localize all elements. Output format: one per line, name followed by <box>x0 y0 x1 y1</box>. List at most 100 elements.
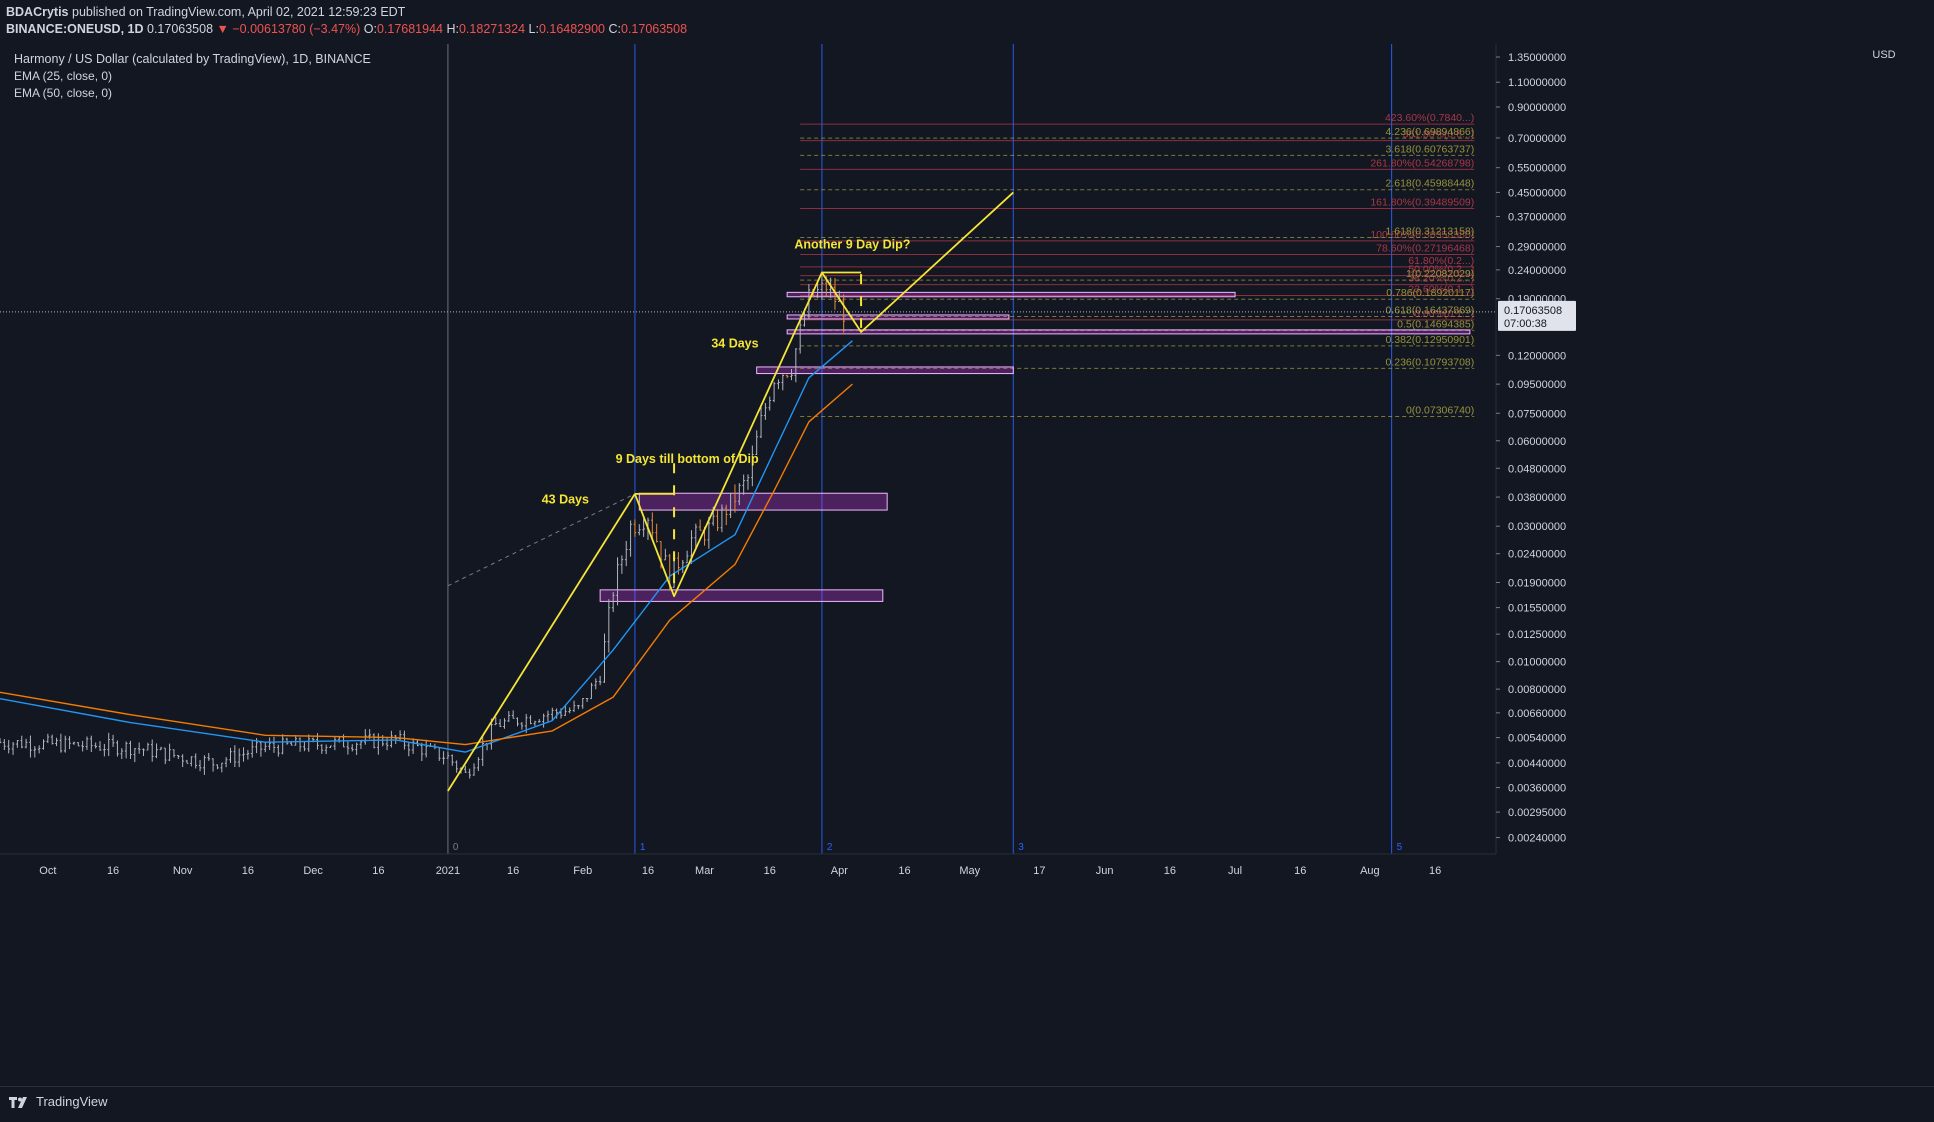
cycle-line-label: 1 <box>640 842 646 853</box>
fib-retracement-label: 0.5(0.14694385) <box>1397 318 1474 330</box>
time-tick-label: 16 <box>642 865 654 877</box>
pattern-line[interactable] <box>447 493 636 792</box>
ema25-line[interactable] <box>0 340 853 753</box>
price-zone[interactable] <box>786 314 1010 320</box>
price-change: ▼ −0.00613780 (−3.47%) <box>216 22 361 36</box>
footer-bar: TradingView <box>0 1086 1934 1122</box>
fib-extension-label: 423.60%(0.7840...) <box>1385 112 1474 124</box>
time-tick-label: 16 <box>1429 865 1441 877</box>
fib-extension-label: 361.80%(0.6...) <box>1402 129 1474 141</box>
cycle-line-label: 0 <box>453 842 459 853</box>
low-value: 0.16482900 <box>538 22 605 36</box>
fib-retracement-label: 0.236(0.10793708) <box>1386 356 1475 368</box>
brand-label: TradingView <box>36 1094 108 1109</box>
time-tick-label: 16 <box>1294 865 1306 877</box>
price-tick-label: 0.29000000 <box>1508 242 1566 254</box>
publisher-name[interactable]: BDACrytis <box>6 5 69 19</box>
price-tick-label: 1.10000000 <box>1508 77 1566 89</box>
price-tick-label: 0.24000000 <box>1508 265 1566 277</box>
fib-retracement-label: 4.236(0.69894866) <box>1386 126 1475 138</box>
time-tick-label: 16 <box>764 865 776 877</box>
price-zone[interactable] <box>599 589 884 602</box>
time-tick-label: 16 <box>1164 865 1176 877</box>
price-tick-label: 0.12000000 <box>1508 350 1566 362</box>
high-label: H: <box>446 22 459 36</box>
tradingview-logo-icon <box>9 1096 27 1108</box>
price-tick-label: 0.00660000 <box>1508 708 1566 720</box>
chart-annotation[interactable]: 34 Days <box>711 336 758 350</box>
fib-retracement-label: 1.618(0.31213158) <box>1386 225 1475 237</box>
open-value: 0.17681944 <box>376 22 443 36</box>
price-tick-label: 0.90000000 <box>1508 102 1566 114</box>
price-tick-label: 0.00295000 <box>1508 807 1566 819</box>
symbol-label[interactable]: BINANCE:ONEUSD, 1D <box>6 22 144 36</box>
time-tick-label: 16 <box>372 865 384 877</box>
price-tick-label: 0.01000000 <box>1508 657 1566 669</box>
fib-extension-label: 78.60%(0.27196468) <box>1376 242 1474 254</box>
fib-retracement-label: 1(0.22082029) <box>1406 268 1474 280</box>
price-tick-label: 0.09500000 <box>1508 379 1566 391</box>
fib-retracement-label: 3.618(0.60763737) <box>1386 143 1475 155</box>
legend-ema50[interactable]: EMA (50, close, 0) <box>14 86 112 100</box>
price-zone[interactable] <box>638 492 888 511</box>
price-zones <box>599 291 1471 602</box>
time-tick-label: Aug <box>1360 865 1380 877</box>
price-tick-label: 0.37000000 <box>1508 212 1566 224</box>
cycle-line-label: 2 <box>827 842 833 853</box>
countdown-value: 07:00:38 <box>1504 318 1547 330</box>
time-tick-label: 2021 <box>436 865 460 877</box>
cycle-line-label: 5 <box>1397 842 1403 853</box>
time-tick-label: Dec <box>303 865 323 877</box>
price-tick-label: 0.00240000 <box>1508 833 1566 845</box>
price-tick-label: 0.00800000 <box>1508 684 1566 696</box>
current-price-tag[interactable] <box>1498 300 1576 331</box>
price-tick-label: 1.35000000 <box>1508 52 1566 64</box>
fib-extension-label: 161.80%(0.39489509) <box>1370 197 1474 209</box>
close-label: C: <box>608 22 621 36</box>
currency-label: USD <box>1872 49 1895 61</box>
chart-annotation[interactable]: 9 Days till bottom of Dip <box>616 452 759 466</box>
ohlc-line: BINANCE:ONEUSD, 1D 0.17063508 ▼ −0.00613… <box>6 22 687 36</box>
fib-retracement-label: 0.382(0.12950901) <box>1386 334 1475 346</box>
price-chart[interactable]: 0 1 2 3 5 423.60%(0.7840...) 361.80%(0.6...) 2… <box>0 44 1934 1086</box>
annotations: 43 Days 9 Days till bottom of Dip 34 Days A… <box>542 238 911 507</box>
time-tick-label: Oct <box>39 865 56 877</box>
fib-retracement-label: 0(0.07306740) <box>1406 404 1474 416</box>
chart-annotation[interactable]: 43 Days <box>542 493 589 507</box>
price-tick-label: 0.04800000 <box>1508 463 1566 475</box>
time-axis[interactable]: Oct 16 Nov 16 Dec 16 2021 16 Feb 16 Mar 16 Apr 16 May 1… <box>0 853 1496 877</box>
price-tick-label: 0.00440000 <box>1508 758 1566 770</box>
legend-ema25[interactable]: EMA (25, close, 0) <box>14 69 112 83</box>
high-value: 0.18271324 <box>458 22 526 36</box>
price-tick-label: 0.01550000 <box>1508 603 1566 615</box>
time-tick-label: 16 <box>107 865 119 877</box>
dashed-trendline[interactable] <box>447 493 636 587</box>
current-price-value: 0.17063508 <box>1504 305 1562 317</box>
price-tick-label: 0.01900000 <box>1508 578 1566 590</box>
close-value: 0.17063508 <box>620 22 688 36</box>
time-tick-label: 16 <box>507 865 519 877</box>
price-zone[interactable] <box>786 291 1236 298</box>
time-tick-label: Apr <box>831 865 848 877</box>
chart-annotation[interactable]: Another 9 Day Dip? <box>794 238 910 252</box>
tradingview-brand[interactable]: TradingView <box>8 1094 108 1109</box>
fib-extension-label: 61.80%(0.2...) <box>1408 255 1474 267</box>
fib-retracement-label: 2.618(0.45988448) <box>1386 178 1475 190</box>
price-tick-label: 0.02400000 <box>1508 549 1566 561</box>
price-zone[interactable] <box>786 329 1471 335</box>
price-zone[interactable] <box>756 366 1014 375</box>
fib-retracement-label: 0.618(0.16437869) <box>1386 305 1475 317</box>
price-tick-label: 0.00540000 <box>1508 733 1566 745</box>
open-label: O: <box>363 22 377 36</box>
fib-extension-label: 261.80%(0.54268798) <box>1370 157 1474 169</box>
chart-header: BDACrytis published on TradingView.com, … <box>0 0 1934 44</box>
time-tick-label: 16 <box>898 865 910 877</box>
price-tick-label: 0.45000000 <box>1508 187 1566 199</box>
time-tick-label: Feb <box>573 865 592 877</box>
price-axis[interactable]: 1.35000000 1.10000000 0.90000000 0.70000000… <box>0 44 1896 854</box>
time-tick-label: Nov <box>173 865 193 877</box>
price-tick-label: 0.03000000 <box>1508 521 1566 533</box>
ema50-line[interactable] <box>0 383 853 746</box>
fib-levels: 423.60%(0.7840...) 361.80%(0.6...) 261.80%… <box>800 112 1475 417</box>
chart-background <box>0 44 1934 1086</box>
